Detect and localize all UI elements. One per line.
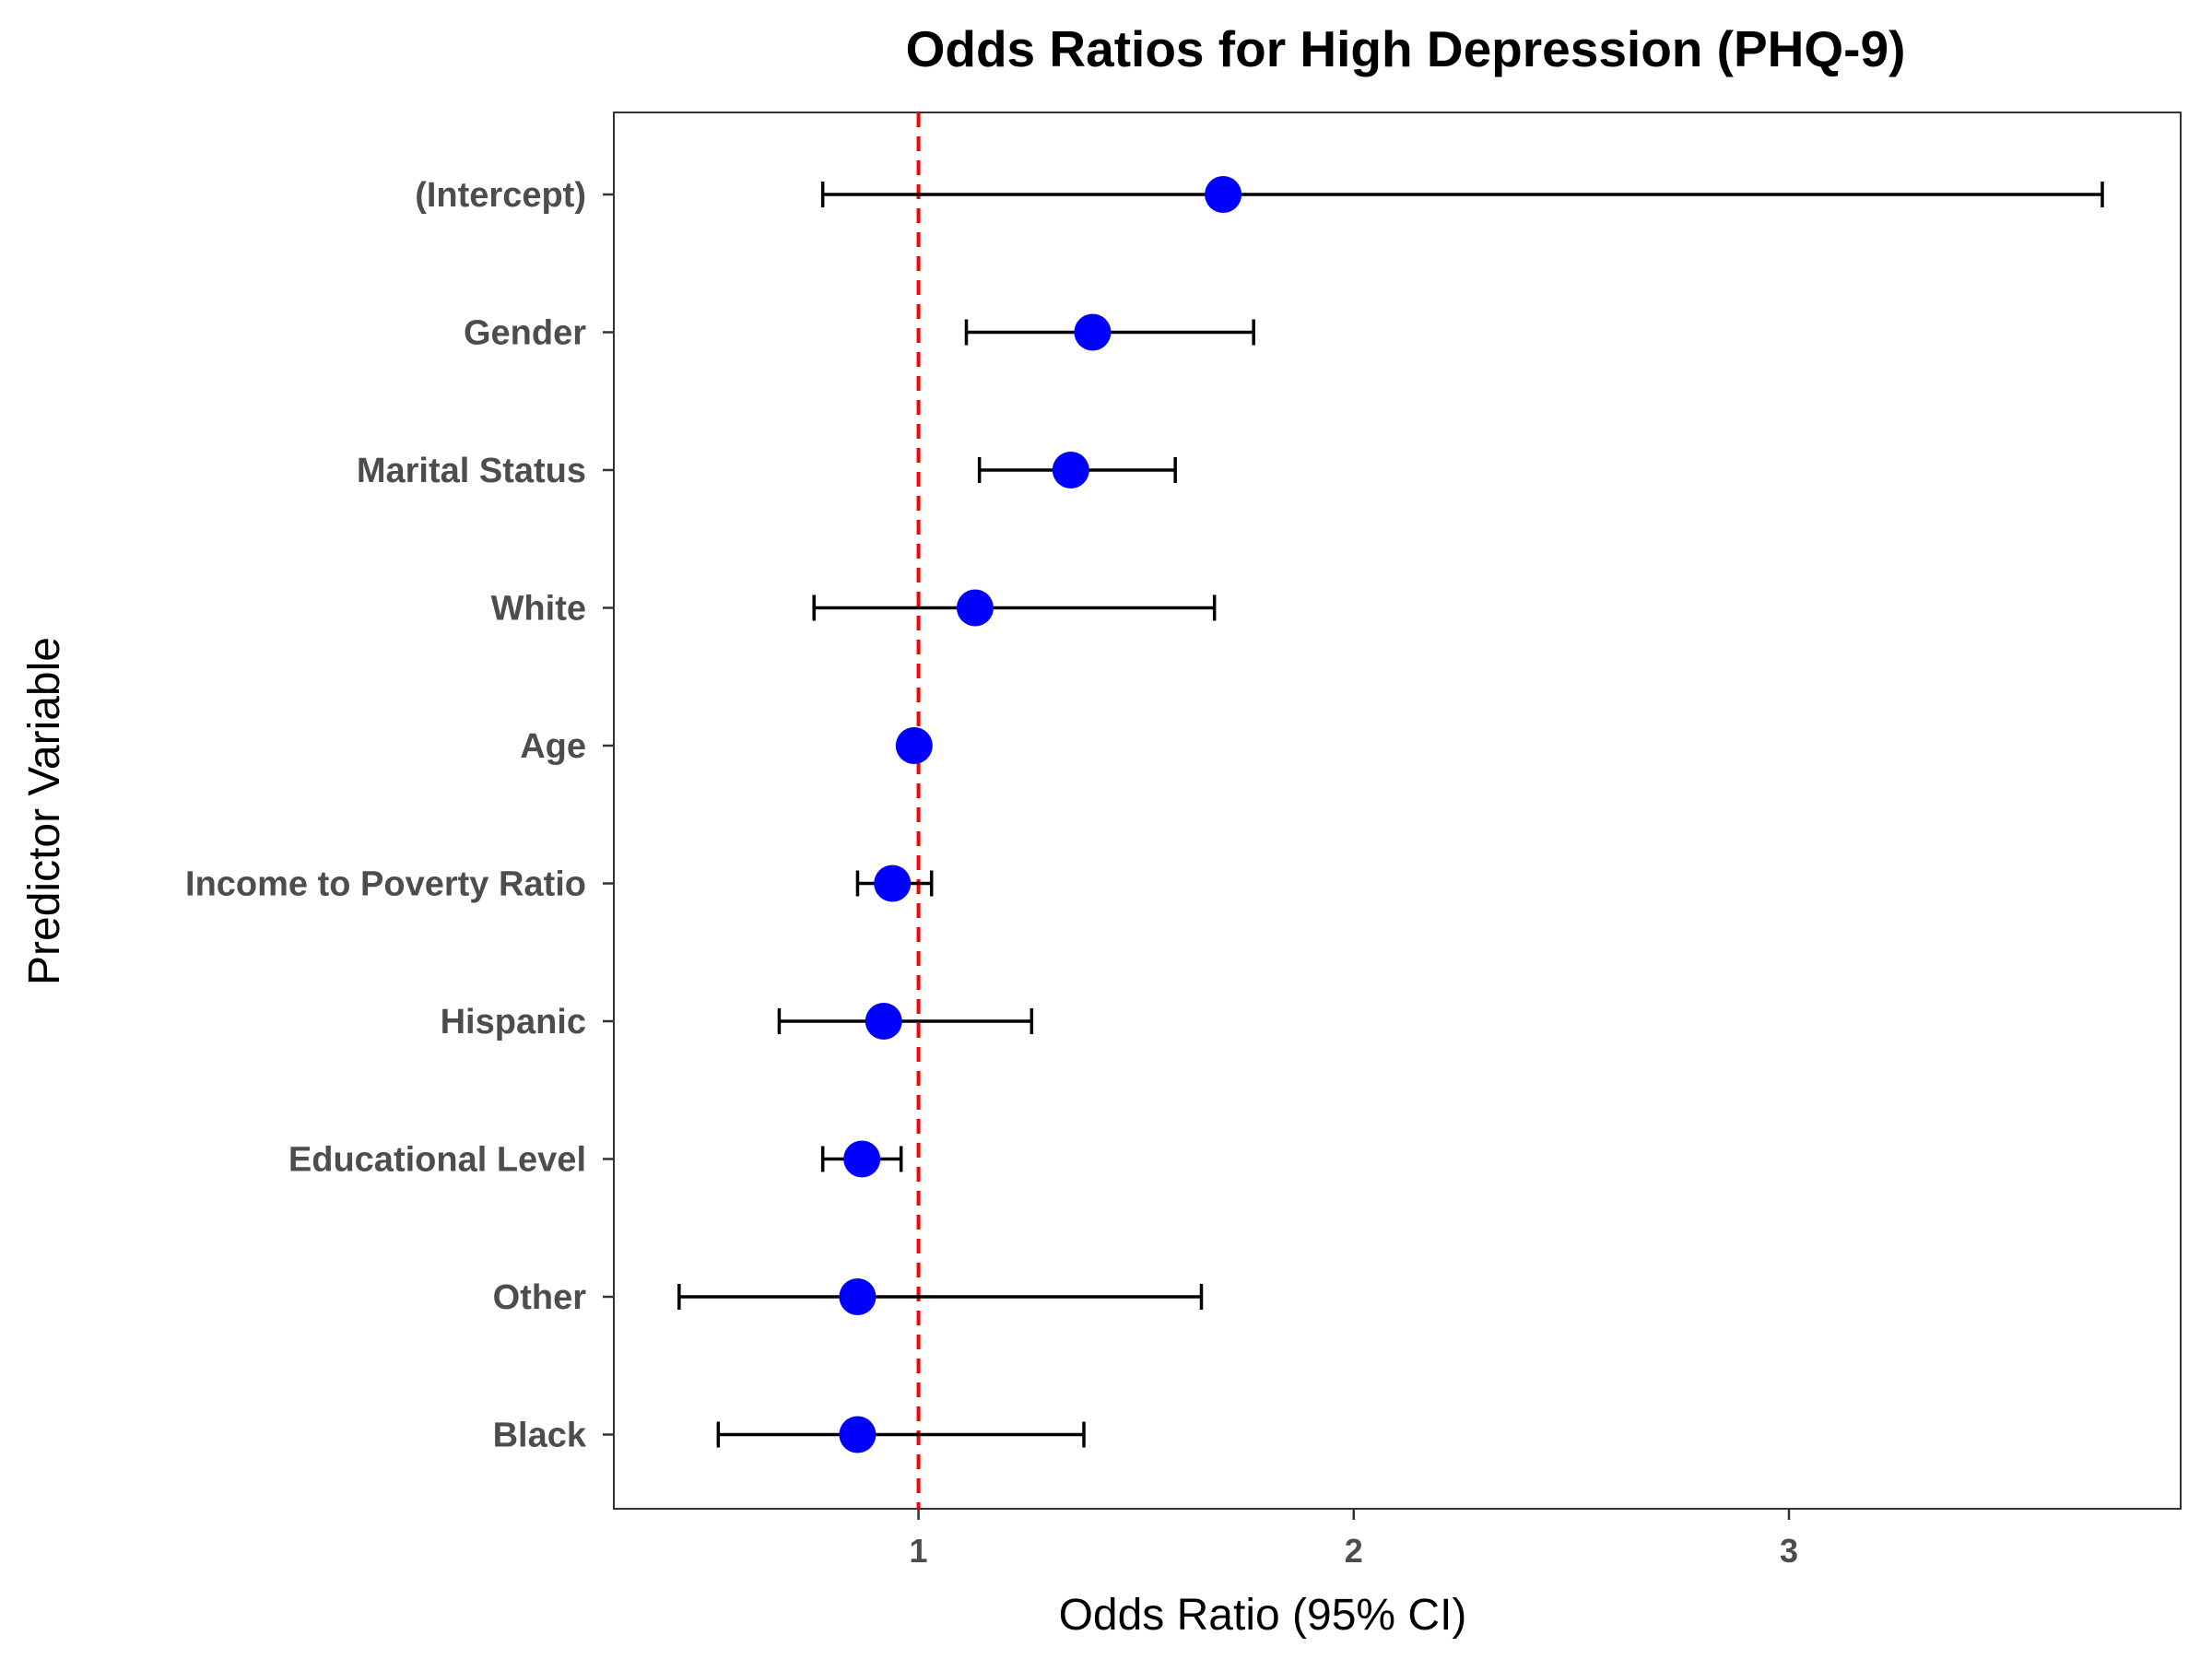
x-tick-label: 3 — [1780, 1532, 1798, 1570]
y-tick-label: Hispanic — [441, 1003, 586, 1041]
x-tick-label: 1 — [910, 1532, 928, 1570]
data-point — [874, 865, 912, 902]
y-tick-label: Educational Level — [288, 1141, 586, 1180]
y-tick-label: Age — [520, 727, 586, 766]
chart-title: Odds Ratios for High Depression (PHQ-9) — [906, 20, 1906, 77]
data-point — [865, 1003, 902, 1040]
y-axis-title: Predictor Variable — [20, 637, 69, 985]
x-tick-label: 2 — [1345, 1532, 1363, 1570]
x-axis-title: Odds Ratio (95% CI) — [1059, 1591, 1467, 1640]
data-point — [956, 589, 994, 627]
data-point — [1205, 176, 1242, 213]
x-axis: 1 2 3 — [910, 1509, 1798, 1570]
data-point — [843, 1140, 881, 1178]
data-point — [1052, 452, 1089, 488]
data-point — [839, 1278, 877, 1315]
plot-panel-border — [613, 112, 2182, 1510]
data-point — [1074, 313, 1112, 351]
y-tick-label: Gender — [464, 314, 586, 353]
y-tick-label: Marital Status — [357, 452, 586, 490]
y-tick-label: Black — [493, 1417, 587, 1455]
y-tick-label: Other — [493, 1278, 587, 1317]
errorbar-layer — [677, 182, 2104, 1448]
y-tick-label: Income to Poverty Ratio — [185, 865, 586, 904]
data-point — [839, 1416, 877, 1453]
point-layer — [839, 176, 1242, 1453]
y-axis: (Intercept) Gender Marital Status White Age I… — [185, 176, 614, 1455]
y-tick-label: White — [491, 590, 586, 629]
y-tick-label: (Intercept) — [415, 176, 586, 215]
data-point — [895, 727, 933, 764]
